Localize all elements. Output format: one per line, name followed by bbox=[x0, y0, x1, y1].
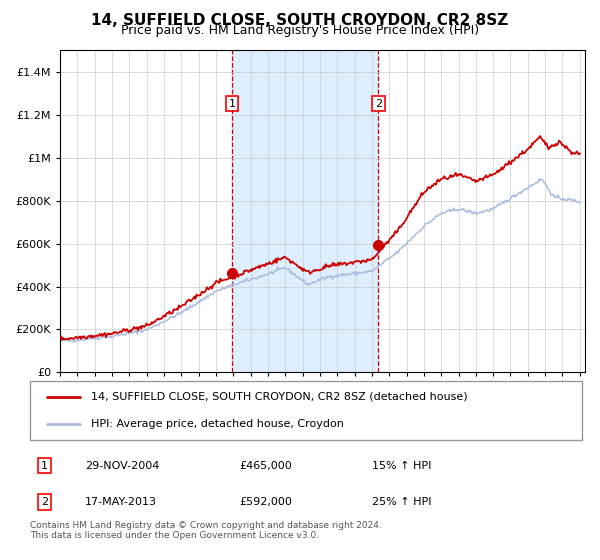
Text: 2: 2 bbox=[41, 497, 48, 507]
FancyBboxPatch shape bbox=[30, 381, 582, 440]
Text: 1: 1 bbox=[41, 460, 48, 470]
Text: 1: 1 bbox=[229, 99, 235, 109]
Text: £465,000: £465,000 bbox=[240, 460, 293, 470]
Text: £592,000: £592,000 bbox=[240, 497, 293, 507]
Text: Price paid vs. HM Land Registry's House Price Index (HPI): Price paid vs. HM Land Registry's House … bbox=[121, 24, 479, 37]
Bar bbox=[232, 50, 379, 372]
Text: 2: 2 bbox=[375, 99, 382, 109]
Text: 15% ↑ HPI: 15% ↑ HPI bbox=[372, 460, 431, 470]
Text: HPI: Average price, detached house, Croydon: HPI: Average price, detached house, Croy… bbox=[91, 419, 344, 429]
Text: Contains HM Land Registry data © Crown copyright and database right 2024.
This d: Contains HM Land Registry data © Crown c… bbox=[30, 521, 382, 540]
Text: 17-MAY-2013: 17-MAY-2013 bbox=[85, 497, 157, 507]
Text: 25% ↑ HPI: 25% ↑ HPI bbox=[372, 497, 432, 507]
Text: 14, SUFFIELD CLOSE, SOUTH CROYDON, CR2 8SZ: 14, SUFFIELD CLOSE, SOUTH CROYDON, CR2 8… bbox=[91, 13, 509, 28]
Text: 29-NOV-2004: 29-NOV-2004 bbox=[85, 460, 160, 470]
Text: 14, SUFFIELD CLOSE, SOUTH CROYDON, CR2 8SZ (detached house): 14, SUFFIELD CLOSE, SOUTH CROYDON, CR2 8… bbox=[91, 391, 467, 402]
